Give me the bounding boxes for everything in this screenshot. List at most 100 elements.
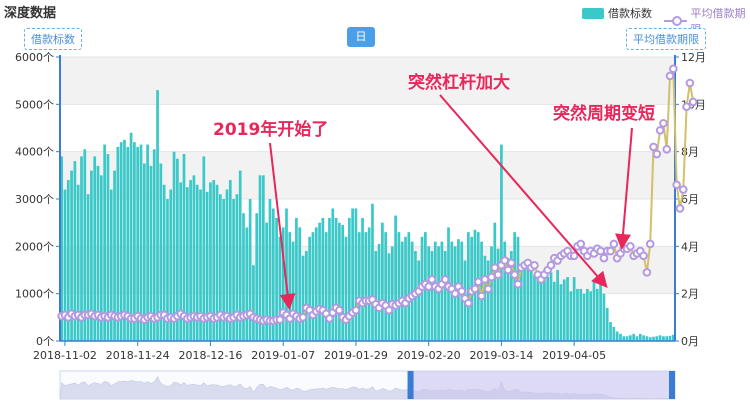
- bar: [592, 279, 596, 341]
- bar: [509, 251, 513, 341]
- bar: [632, 333, 636, 341]
- bar: [347, 217, 351, 341]
- avg-term-point: [662, 145, 672, 154]
- bar: [572, 277, 576, 341]
- bar: [430, 251, 434, 341]
- bar: [619, 333, 622, 341]
- bar: [529, 265, 533, 341]
- bar: [609, 322, 612, 341]
- bar: [179, 182, 183, 341]
- bar: [199, 189, 202, 341]
- bar: [308, 236, 311, 341]
- avg-term-point: [596, 246, 605, 256]
- bar: [400, 241, 404, 341]
- avg-term-point: [427, 275, 437, 284]
- bar: [612, 326, 616, 341]
- bar: [576, 288, 579, 341]
- zoom-selected-range: [410, 371, 675, 399]
- bar: [546, 277, 550, 341]
- bar: [281, 227, 285, 341]
- bar: [195, 184, 199, 341]
- annotation-leverage: 突然杠杆加大: [408, 72, 510, 93]
- bar: [146, 144, 149, 341]
- bar: [156, 90, 159, 341]
- bar: [321, 217, 325, 341]
- avg-term-point: [503, 265, 513, 275]
- bar: [562, 279, 566, 341]
- avg-term-point: [665, 71, 675, 81]
- bar: [232, 199, 235, 341]
- bar: [559, 284, 563, 341]
- y-left-tick-label: 0个: [36, 335, 54, 348]
- avg-term-point: [606, 246, 615, 256]
- bar: [83, 149, 87, 341]
- bar: [648, 337, 652, 341]
- bar: [490, 246, 493, 341]
- x-tick-label: 2018-11-24: [106, 349, 170, 362]
- bar: [109, 189, 113, 341]
- bar: [261, 175, 265, 341]
- avg-term-point: [685, 78, 695, 88]
- avg-term-point: [298, 313, 308, 322]
- bar: [397, 232, 401, 341]
- bar: [248, 199, 252, 341]
- zoom-handle-left[interactable]: [407, 371, 414, 399]
- bar: [126, 146, 130, 341]
- bar: [500, 144, 503, 341]
- bar: [192, 175, 196, 341]
- bar: [671, 334, 675, 341]
- bar: [252, 265, 255, 341]
- avg-term-point: [609, 239, 619, 249]
- avg-term-point: [351, 305, 361, 315]
- bar: [123, 139, 126, 341]
- bar: [169, 189, 173, 341]
- bar: [222, 199, 226, 341]
- bar: [275, 217, 278, 341]
- avg-term-point: [490, 263, 500, 272]
- bar: [615, 331, 619, 341]
- bar: [338, 222, 341, 341]
- avg-term-point: [473, 277, 483, 287]
- avg-term-point: [335, 305, 344, 315]
- bar: [136, 146, 140, 341]
- bar: [645, 336, 649, 341]
- y-left-tick-label: 2000个: [15, 240, 54, 253]
- bar: [133, 142, 136, 341]
- bar: [116, 146, 120, 341]
- bar: [189, 180, 192, 341]
- avg-term-point: [652, 149, 662, 159]
- bar: [533, 274, 536, 341]
- bar: [635, 336, 639, 341]
- legend-line-swatch-icon: [664, 16, 688, 26]
- bar: [258, 175, 262, 341]
- bar: [139, 144, 143, 341]
- bar: [586, 288, 589, 341]
- bar: [496, 248, 500, 341]
- avg-term-point: [483, 284, 493, 294]
- day-button[interactable]: 日: [347, 27, 375, 47]
- bar: [301, 255, 305, 341]
- avg-term-point: [470, 284, 480, 294]
- zoom-handle-right[interactable]: [669, 371, 675, 399]
- bar: [212, 180, 216, 341]
- bar: [185, 187, 189, 341]
- bar: [443, 251, 447, 341]
- avg-term-point: [457, 287, 467, 296]
- y-right-tick-label: 6月: [681, 193, 699, 206]
- bar: [374, 251, 378, 341]
- bar: [361, 217, 364, 341]
- bar: [605, 307, 609, 341]
- legend-bars-item[interactable]: 借款标数: [582, 5, 652, 21]
- bar: [238, 170, 242, 341]
- bar: [265, 222, 269, 341]
- bar: [523, 262, 526, 341]
- x-tick-label: 2019-03-14: [469, 349, 533, 362]
- avg-term-point: [507, 258, 516, 268]
- bar: [255, 213, 259, 341]
- avg-term-point: [639, 251, 648, 261]
- bar: [93, 156, 97, 341]
- x-tick-label: 2018-11-02: [33, 349, 97, 362]
- bar: [295, 217, 298, 341]
- bar: [599, 284, 602, 341]
